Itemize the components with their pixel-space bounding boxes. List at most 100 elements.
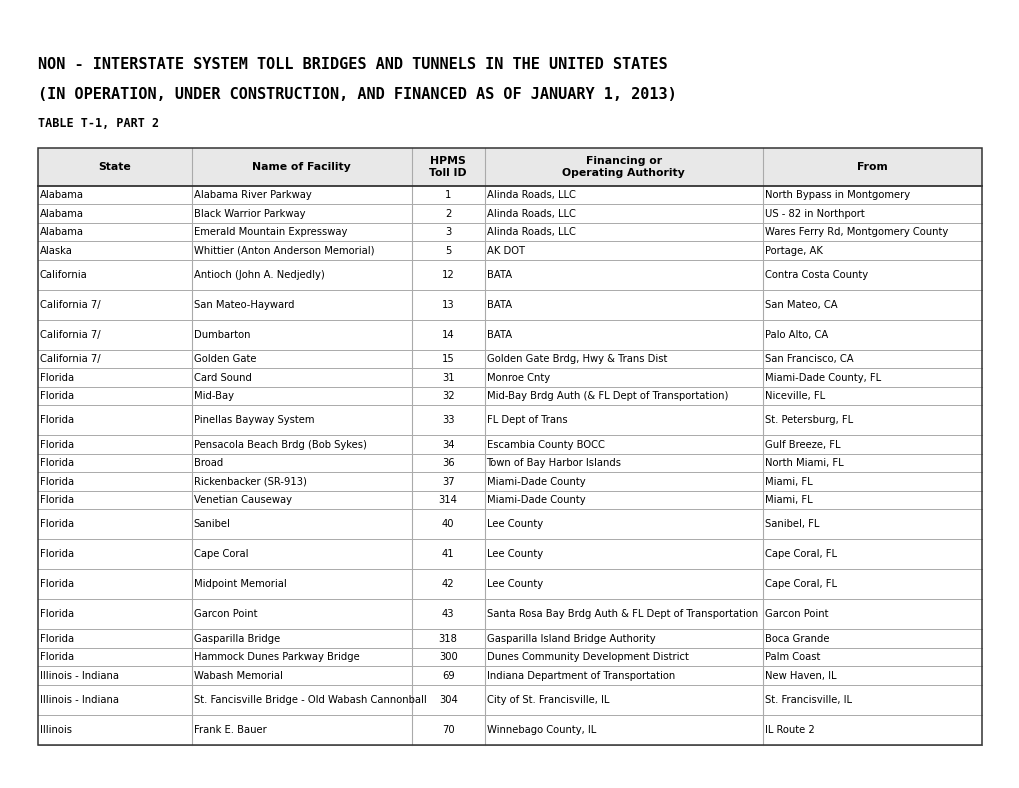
Text: Wabash Memorial: Wabash Memorial bbox=[194, 671, 282, 681]
Text: Broad: Broad bbox=[194, 459, 223, 468]
Text: Miami-Dade County: Miami-Dade County bbox=[486, 495, 585, 505]
Text: Venetian Causeway: Venetian Causeway bbox=[194, 495, 291, 505]
Text: 314: 314 bbox=[438, 495, 458, 505]
Text: Florida: Florida bbox=[40, 652, 74, 662]
Text: Monroe Cnty: Monroe Cnty bbox=[486, 373, 549, 383]
Text: FL Dept of Trans: FL Dept of Trans bbox=[486, 415, 567, 426]
Text: Florida: Florida bbox=[40, 415, 74, 426]
Text: Florida: Florida bbox=[40, 373, 74, 383]
Text: 34: 34 bbox=[441, 440, 454, 450]
Text: California 7/: California 7/ bbox=[40, 330, 101, 340]
Text: 12: 12 bbox=[441, 270, 454, 280]
Text: 1: 1 bbox=[444, 190, 451, 200]
Text: 43: 43 bbox=[441, 609, 454, 619]
Text: Pinellas Bayway System: Pinellas Bayway System bbox=[194, 415, 314, 426]
Text: Alinda Roads, LLC: Alinda Roads, LLC bbox=[486, 190, 575, 200]
Text: (IN OPERATION, UNDER CONSTRUCTION, AND FINANCED AS OF JANUARY 1, 2013): (IN OPERATION, UNDER CONSTRUCTION, AND F… bbox=[38, 87, 676, 102]
Text: Hammock Dunes Parkway Bridge: Hammock Dunes Parkway Bridge bbox=[194, 652, 360, 662]
Text: Illinois: Illinois bbox=[40, 725, 72, 735]
Text: Frank E. Bauer: Frank E. Bauer bbox=[194, 725, 266, 735]
Text: From: From bbox=[856, 162, 887, 172]
Text: Golden Gate Brdg, Hwy & Trans Dist: Golden Gate Brdg, Hwy & Trans Dist bbox=[486, 355, 666, 364]
Text: 69: 69 bbox=[441, 671, 454, 681]
Bar bbox=[38, 148, 981, 745]
Text: Portage, AK: Portage, AK bbox=[764, 246, 822, 256]
Text: California 7/: California 7/ bbox=[40, 355, 101, 364]
Text: Sanibel, FL: Sanibel, FL bbox=[764, 519, 818, 530]
Text: Alabama: Alabama bbox=[40, 209, 84, 219]
Text: Alaska: Alaska bbox=[40, 246, 72, 256]
Text: Dunes Community Development District: Dunes Community Development District bbox=[486, 652, 688, 662]
Text: Wares Ferry Rd, Montgomery County: Wares Ferry Rd, Montgomery County bbox=[764, 227, 948, 237]
Text: Illinois - Indiana: Illinois - Indiana bbox=[40, 695, 119, 705]
Text: Pensacola Beach Brdg (Bob Sykes): Pensacola Beach Brdg (Bob Sykes) bbox=[194, 440, 367, 450]
Text: Florida: Florida bbox=[40, 477, 74, 487]
Text: Golden Gate: Golden Gate bbox=[194, 355, 256, 364]
Text: Niceville, FL: Niceville, FL bbox=[764, 392, 824, 401]
Text: Gasparilla Island Bridge Authority: Gasparilla Island Bridge Authority bbox=[486, 634, 654, 644]
Text: North Bypass in Montgomery: North Bypass in Montgomery bbox=[764, 190, 909, 200]
Text: NON - INTERSTATE SYSTEM TOLL BRIDGES AND TUNNELS IN THE UNITED STATES: NON - INTERSTATE SYSTEM TOLL BRIDGES AND… bbox=[38, 57, 667, 72]
Text: Antioch (John A. Nedjedly): Antioch (John A. Nedjedly) bbox=[194, 270, 324, 280]
Text: Rickenbacker (SR-913): Rickenbacker (SR-913) bbox=[194, 477, 307, 487]
Text: Miami-Dade County, FL: Miami-Dade County, FL bbox=[764, 373, 880, 383]
Text: Winnebago County, IL: Winnebago County, IL bbox=[486, 725, 595, 735]
Text: 13: 13 bbox=[441, 300, 454, 310]
Text: Alabama: Alabama bbox=[40, 227, 84, 237]
Text: St. Petersburg, FL: St. Petersburg, FL bbox=[764, 415, 852, 426]
Text: 33: 33 bbox=[441, 415, 454, 426]
Text: Florida: Florida bbox=[40, 579, 74, 589]
Text: Emerald Mountain Expressway: Emerald Mountain Expressway bbox=[194, 227, 346, 237]
Text: Black Warrior Parkway: Black Warrior Parkway bbox=[194, 209, 305, 219]
Text: Contra Costa County: Contra Costa County bbox=[764, 270, 867, 280]
Text: HPMS
Toll ID: HPMS Toll ID bbox=[429, 156, 467, 178]
Text: Indiana Department of Transportation: Indiana Department of Transportation bbox=[486, 671, 675, 681]
Text: San Mateo-Hayward: San Mateo-Hayward bbox=[194, 300, 294, 310]
Text: Alinda Roads, LLC: Alinda Roads, LLC bbox=[486, 209, 575, 219]
Text: 41: 41 bbox=[441, 549, 454, 559]
Text: City of St. Francisville, IL: City of St. Francisville, IL bbox=[486, 695, 608, 705]
Text: Sanibel: Sanibel bbox=[194, 519, 230, 530]
Text: Garcon Point: Garcon Point bbox=[194, 609, 257, 619]
Text: Lee County: Lee County bbox=[486, 549, 542, 559]
Text: Miami, FL: Miami, FL bbox=[764, 495, 812, 505]
Text: BATA: BATA bbox=[486, 270, 512, 280]
Text: Dumbarton: Dumbarton bbox=[194, 330, 250, 340]
Text: Illinois - Indiana: Illinois - Indiana bbox=[40, 671, 119, 681]
Text: Alinda Roads, LLC: Alinda Roads, LLC bbox=[486, 227, 575, 237]
Text: Miami-Dade County: Miami-Dade County bbox=[486, 477, 585, 487]
Text: Florida: Florida bbox=[40, 609, 74, 619]
Text: 37: 37 bbox=[441, 477, 454, 487]
Text: New Haven, IL: New Haven, IL bbox=[764, 671, 836, 681]
Text: St. Fancisville Bridge - Old Wabash Cannonball: St. Fancisville Bridge - Old Wabash Cann… bbox=[194, 695, 426, 705]
Text: Name of Facility: Name of Facility bbox=[253, 162, 351, 172]
Text: IL Route 2: IL Route 2 bbox=[764, 725, 814, 735]
Text: 42: 42 bbox=[441, 579, 454, 589]
Bar bbox=[38, 148, 981, 186]
Text: Florida: Florida bbox=[40, 459, 74, 468]
Text: Florida: Florida bbox=[40, 440, 74, 450]
Text: Alabama River Parkway: Alabama River Parkway bbox=[194, 190, 312, 200]
Text: Cape Coral: Cape Coral bbox=[194, 549, 249, 559]
Text: 40: 40 bbox=[441, 519, 454, 530]
Text: State: State bbox=[99, 162, 131, 172]
Text: Cape Coral, FL: Cape Coral, FL bbox=[764, 549, 837, 559]
Text: 14: 14 bbox=[441, 330, 454, 340]
Text: BATA: BATA bbox=[486, 330, 512, 340]
Text: San Francisco, CA: San Francisco, CA bbox=[764, 355, 853, 364]
Text: California: California bbox=[40, 270, 88, 280]
Text: Town of Bay Harbor Islands: Town of Bay Harbor Islands bbox=[486, 459, 621, 468]
Text: 318: 318 bbox=[438, 634, 458, 644]
Text: San Mateo, CA: San Mateo, CA bbox=[764, 300, 837, 310]
Text: 31: 31 bbox=[441, 373, 454, 383]
Text: 300: 300 bbox=[438, 652, 458, 662]
Text: Santa Rosa Bay Brdg Auth & FL Dept of Transportation: Santa Rosa Bay Brdg Auth & FL Dept of Tr… bbox=[486, 609, 757, 619]
Text: Florida: Florida bbox=[40, 495, 74, 505]
Text: St. Francisville, IL: St. Francisville, IL bbox=[764, 695, 851, 705]
Text: Palo Alto, CA: Palo Alto, CA bbox=[764, 330, 827, 340]
Text: Whittier (Anton Anderson Memorial): Whittier (Anton Anderson Memorial) bbox=[194, 246, 374, 256]
Text: Garcon Point: Garcon Point bbox=[764, 609, 827, 619]
Text: 70: 70 bbox=[441, 725, 454, 735]
Text: 3: 3 bbox=[444, 227, 450, 237]
Text: 5: 5 bbox=[444, 246, 451, 256]
